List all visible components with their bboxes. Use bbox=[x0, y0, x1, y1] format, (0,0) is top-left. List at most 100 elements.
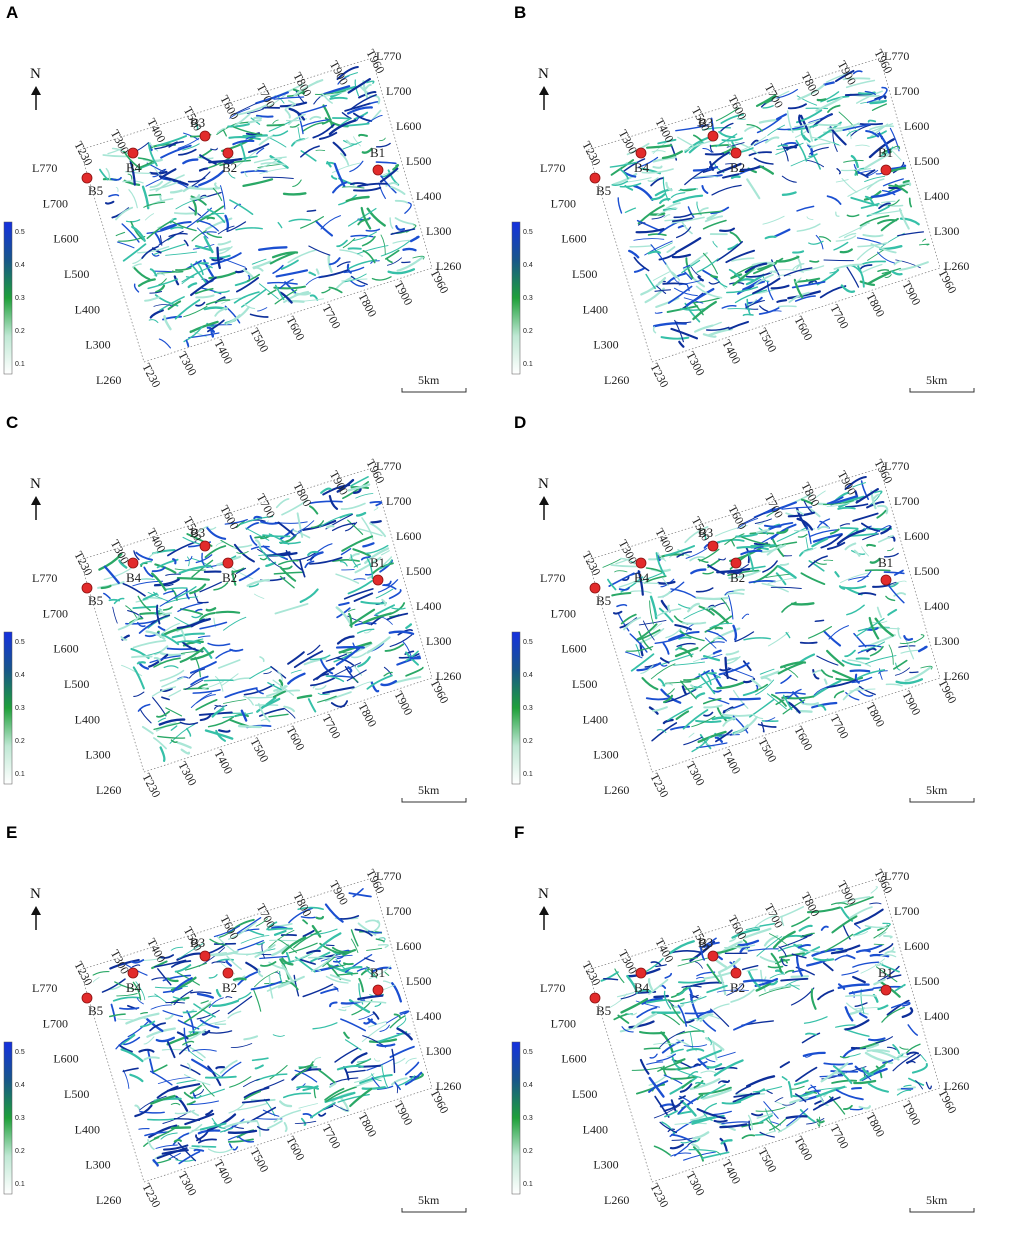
trace-label: T400 bbox=[652, 936, 676, 965]
line-label: L400 bbox=[583, 302, 608, 316]
bottom-trace-labels: T230 T300 T400 T500 T600 T700 T800 T900 T960 bbox=[647, 677, 959, 800]
trace-label: T400 bbox=[211, 1157, 235, 1186]
line-label: L300 bbox=[426, 634, 451, 648]
colorbar: 0.5 0.4 0.3 0.2 0.1 bbox=[511, 631, 533, 785]
trace-label: T700 bbox=[319, 712, 343, 741]
trace-label: T230 bbox=[71, 139, 95, 168]
line-label: L600 bbox=[904, 529, 929, 543]
trace-label: T230 bbox=[647, 361, 671, 390]
trace-label: T400 bbox=[211, 337, 235, 366]
trace-label: T300 bbox=[683, 1169, 707, 1198]
well-label: B5 bbox=[88, 1003, 103, 1018]
survey-outline bbox=[79, 877, 433, 1183]
well-marker-b3 bbox=[707, 540, 719, 552]
well-label: B4 bbox=[634, 980, 650, 995]
scale-label: 5km bbox=[926, 783, 948, 797]
well-label: B2 bbox=[222, 980, 237, 995]
line-label: L300 bbox=[593, 338, 618, 352]
trace-label: T230 bbox=[647, 1181, 671, 1210]
colorbar-tick: 0.3 bbox=[523, 1115, 533, 1122]
trace-label: T300 bbox=[175, 1169, 199, 1198]
well-marker-b5 bbox=[589, 992, 601, 1004]
colorbar-tick: 0.5 bbox=[15, 639, 25, 646]
line-label: L770 bbox=[884, 869, 909, 883]
line-label: L260 bbox=[604, 373, 629, 387]
well-marker-b1 bbox=[372, 164, 384, 176]
well-marker-b4 bbox=[127, 147, 139, 159]
trace-label: T800 bbox=[355, 700, 379, 729]
line-label: L770 bbox=[540, 571, 565, 585]
trace-label: T400 bbox=[719, 747, 743, 776]
line-label: L300 bbox=[85, 748, 110, 762]
left-line-labels: L770 L700 L600 L500 L400 L300 L260 bbox=[32, 161, 121, 387]
line-label: L260 bbox=[96, 1193, 121, 1207]
line-label: L300 bbox=[593, 748, 618, 762]
well-marker-b5 bbox=[589, 172, 601, 184]
line-label: L700 bbox=[386, 904, 411, 918]
scale-bar: 5km bbox=[401, 783, 467, 803]
map-panel-e: E N T230 T300 T400 T500 T600 T700 T800 T900 T960 T2… bbox=[0, 820, 490, 1220]
line-label: L500 bbox=[406, 974, 431, 988]
line-label: L770 bbox=[884, 49, 909, 63]
trace-label: T500 bbox=[755, 326, 779, 355]
line-label: L770 bbox=[884, 459, 909, 473]
line-label: L260 bbox=[96, 783, 121, 797]
line-label: L300 bbox=[934, 634, 959, 648]
trace-label: T600 bbox=[791, 1134, 815, 1163]
trace-label: T230 bbox=[71, 959, 95, 988]
well-marker-b3 bbox=[199, 130, 211, 142]
north-arrow-icon bbox=[539, 86, 549, 110]
survey-outline bbox=[587, 467, 941, 773]
fracture-network bbox=[99, 66, 425, 349]
north-arrow-icon bbox=[539, 906, 549, 930]
well-marker-b3 bbox=[707, 130, 719, 142]
colorbar-tick: 0.5 bbox=[523, 229, 533, 236]
right-line-labels: L770 L700 L600 L500 L400 L300 L260 bbox=[884, 49, 969, 273]
line-label: L600 bbox=[904, 119, 929, 133]
trace-label: T500 bbox=[755, 736, 779, 765]
colorbar-tick: 0.2 bbox=[523, 738, 533, 745]
well-label: B1 bbox=[878, 145, 893, 160]
line-label: L300 bbox=[85, 1158, 110, 1172]
bottom-trace-labels: T230 T300 T400 T500 T600 T700 T800 T900 T960 bbox=[139, 677, 451, 800]
line-label: L400 bbox=[583, 712, 608, 726]
well-label: B1 bbox=[878, 965, 893, 980]
trace-label: T600 bbox=[791, 314, 815, 343]
trace-label: T800 bbox=[798, 890, 822, 919]
trace-label: T800 bbox=[863, 1110, 887, 1139]
well-marker-b3 bbox=[199, 540, 211, 552]
scale-label: 5km bbox=[418, 1193, 440, 1207]
well-marker-b2 bbox=[730, 147, 742, 159]
colorbar: 0.5 0.4 0.3 0.2 0.1 bbox=[3, 631, 25, 785]
line-label: L500 bbox=[572, 677, 597, 691]
well-label: B3 bbox=[190, 525, 205, 540]
line-label: L600 bbox=[904, 939, 929, 953]
well-label: B5 bbox=[596, 1003, 611, 1018]
line-label: L600 bbox=[53, 642, 78, 656]
line-label: L600 bbox=[396, 119, 421, 133]
line-label: L400 bbox=[924, 599, 949, 613]
well-marker-b1 bbox=[880, 164, 892, 176]
colorbar: 0.5 0.4 0.3 0.2 0.1 bbox=[3, 221, 25, 375]
trace-label: T300 bbox=[175, 759, 199, 788]
colorbar: 0.5 0.4 0.3 0.2 0.1 bbox=[511, 221, 533, 375]
colorbar-tick: 0.1 bbox=[523, 1181, 533, 1188]
well-label: B4 bbox=[634, 570, 650, 585]
well-marker-b2 bbox=[730, 557, 742, 569]
trace-label: T300 bbox=[683, 349, 707, 378]
wells: B1 B2 B3 B4 B5 bbox=[81, 935, 385, 1018]
scale-label: 5km bbox=[418, 783, 440, 797]
line-label: L260 bbox=[604, 783, 629, 797]
scale-label: 5km bbox=[926, 373, 948, 387]
well-label: B2 bbox=[730, 980, 745, 995]
well-label: B4 bbox=[126, 160, 142, 175]
panel-label: C bbox=[6, 413, 18, 432]
trace-label: T800 bbox=[355, 1110, 379, 1139]
line-label: L260 bbox=[96, 373, 121, 387]
colorbar-tick: 0.5 bbox=[15, 229, 25, 236]
trace-label: T800 bbox=[798, 70, 822, 99]
line-label: L770 bbox=[32, 571, 57, 585]
line-label: L700 bbox=[894, 494, 919, 508]
